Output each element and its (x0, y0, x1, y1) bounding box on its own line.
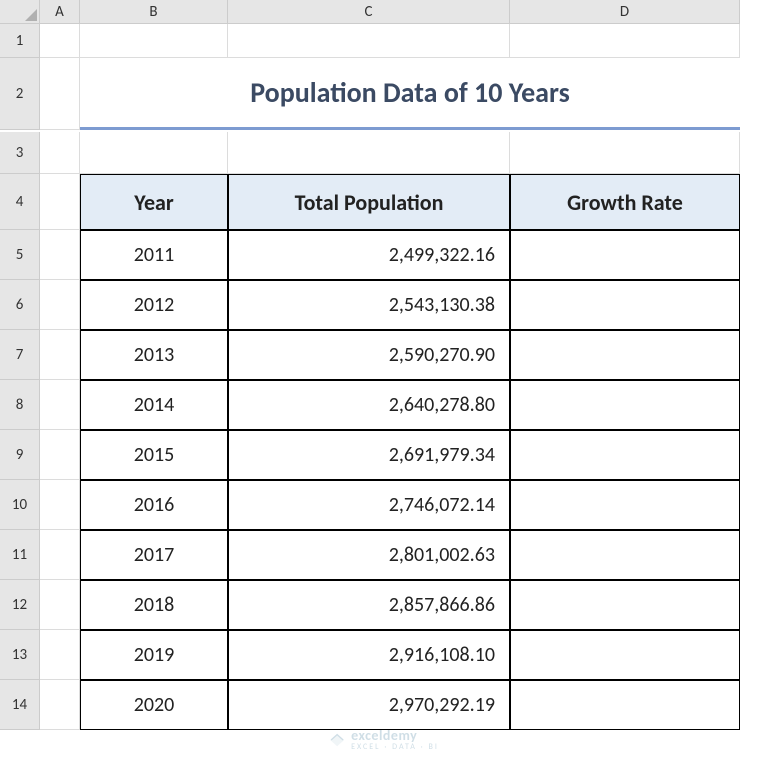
table-row[interactable] (510, 680, 740, 730)
cell-D1[interactable] (510, 24, 740, 58)
row-header-6[interactable]: 6 (0, 280, 40, 330)
cell-C1[interactable] (228, 24, 510, 58)
cell-A5[interactable] (40, 230, 80, 280)
row-header-9[interactable]: 9 (0, 430, 40, 480)
watermark-icon (329, 732, 345, 748)
cell-A6[interactable] (40, 280, 80, 330)
table-row[interactable] (510, 580, 740, 630)
cell-A10[interactable] (40, 480, 80, 530)
title-cell[interactable]: Population Data of 10 Years (80, 58, 740, 130)
table-row[interactable]: 2015 (80, 430, 228, 480)
table-row[interactable] (510, 380, 740, 430)
table-row[interactable] (510, 230, 740, 280)
table-row[interactable]: 2,590,270.90 (228, 330, 510, 380)
row-header-13[interactable]: 13 (0, 630, 40, 680)
table-row[interactable]: 2,970,292.19 (228, 680, 510, 730)
table-header-growth[interactable]: Growth Rate (510, 174, 740, 230)
cell-D3[interactable] (510, 132, 740, 174)
row-header-10[interactable]: 10 (0, 480, 40, 530)
row-header-11[interactable]: 11 (0, 530, 40, 580)
cell-C3[interactable] (228, 132, 510, 174)
cell-B3[interactable] (80, 132, 228, 174)
row-header-3[interactable]: 3 (0, 132, 40, 174)
spreadsheet-grid: A B C D 1 2 Population Data of 10 Years … (0, 0, 768, 730)
table-row[interactable]: 2,801,002.63 (228, 530, 510, 580)
table-row[interactable]: 2012 (80, 280, 228, 330)
cell-A11[interactable] (40, 530, 80, 580)
table-row[interactable]: 2,916,108.10 (228, 630, 510, 680)
cell-A3[interactable] (40, 132, 80, 174)
table-row[interactable] (510, 480, 740, 530)
table-row[interactable]: 2,543,130.38 (228, 280, 510, 330)
row-header-5[interactable]: 5 (0, 230, 40, 280)
cell-A9[interactable] (40, 430, 80, 480)
col-header-A[interactable]: A (40, 0, 80, 24)
table-row[interactable]: 2,640,278.80 (228, 380, 510, 430)
cell-A8[interactable] (40, 380, 80, 430)
table-row[interactable] (510, 330, 740, 380)
row-header-14[interactable]: 14 (0, 680, 40, 730)
cell-A1[interactable] (40, 24, 80, 58)
cell-A7[interactable] (40, 330, 80, 380)
table-row[interactable]: 2014 (80, 380, 228, 430)
cell-A4[interactable] (40, 174, 80, 230)
watermark: exceldemy EXCEL · DATA · BI (329, 729, 439, 751)
table-row[interactable]: 2019 (80, 630, 228, 680)
table-row[interactable]: 2016 (80, 480, 228, 530)
cell-A2[interactable] (40, 58, 80, 130)
row-header-1[interactable]: 1 (0, 24, 40, 58)
table-row[interactable] (510, 430, 740, 480)
row-header-8[interactable]: 8 (0, 380, 40, 430)
col-header-C[interactable]: C (228, 0, 510, 24)
cell-A12[interactable] (40, 580, 80, 630)
page-title: Population Data of 10 Years (250, 75, 570, 110)
select-all-corner[interactable] (0, 0, 40, 24)
cell-B1[interactable] (80, 24, 228, 58)
table-row[interactable]: 2,499,322.16 (228, 230, 510, 280)
table-row[interactable] (510, 280, 740, 330)
row-header-4[interactable]: 4 (0, 174, 40, 230)
cell-A13[interactable] (40, 630, 80, 680)
table-row[interactable]: 2,691,979.34 (228, 430, 510, 480)
table-row[interactable] (510, 630, 740, 680)
table-row[interactable]: 2,857,866.86 (228, 580, 510, 630)
row-header-12[interactable]: 12 (0, 580, 40, 630)
table-row[interactable] (510, 530, 740, 580)
table-header-population[interactable]: Total Population (228, 174, 510, 230)
table-row[interactable]: 2,746,072.14 (228, 480, 510, 530)
table-header-year[interactable]: Year (80, 174, 228, 230)
col-header-D[interactable]: D (510, 0, 740, 24)
table-row[interactable]: 2013 (80, 330, 228, 380)
row-header-7[interactable]: 7 (0, 330, 40, 380)
watermark-brand: exceldemy (351, 729, 439, 743)
table-row[interactable]: 2017 (80, 530, 228, 580)
table-row[interactable]: 2018 (80, 580, 228, 630)
col-header-B[interactable]: B (80, 0, 228, 24)
row-header-2[interactable]: 2 (0, 58, 40, 130)
table-row[interactable]: 2011 (80, 230, 228, 280)
table-row[interactable]: 2020 (80, 680, 228, 730)
cell-A14[interactable] (40, 680, 80, 730)
watermark-tagline: EXCEL · DATA · BI (351, 743, 439, 751)
